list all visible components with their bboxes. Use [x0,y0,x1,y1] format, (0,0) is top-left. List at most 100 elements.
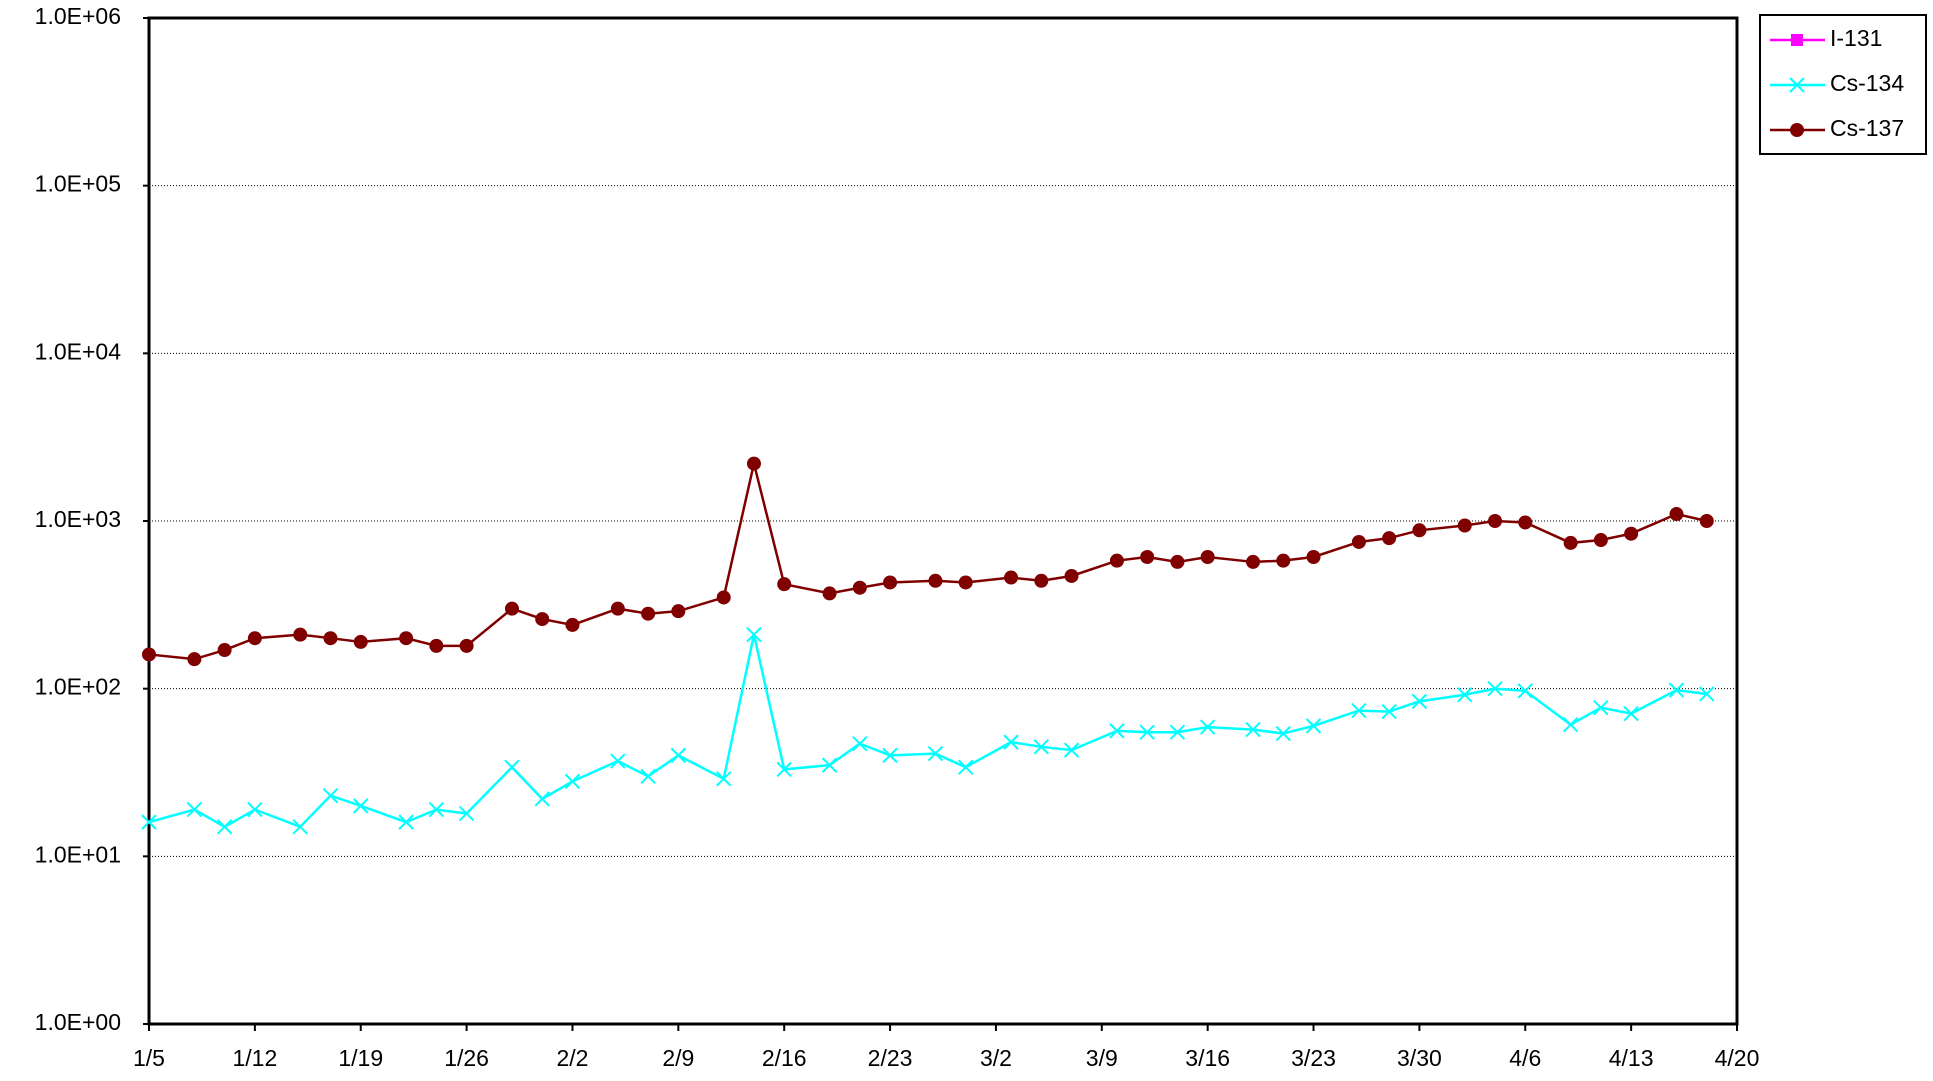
marker [1412,523,1427,538]
marker [610,601,625,616]
x-tick-label: 3/2 [980,1045,1012,1071]
marker [293,627,308,642]
legend-label: Cs-137 [1830,115,1904,141]
marker [928,573,943,588]
plot-frame [147,16,1739,1026]
marker [535,612,550,627]
marker [1199,719,1216,735]
marker [353,798,369,814]
marker [957,759,974,775]
marker [458,805,475,822]
marker [1200,549,1215,564]
marker [217,643,232,658]
marker [852,735,868,752]
marker [1488,514,1503,528]
marker [822,586,837,601]
marker [353,634,368,649]
marker [216,819,233,835]
marker [776,761,792,778]
marker [1033,739,1050,755]
marker [1699,514,1714,528]
marker [141,814,157,830]
marker [1245,721,1261,738]
marker [399,631,414,646]
x-tick-label: 3/30 [1397,1045,1442,1071]
marker [1305,718,1322,734]
x-tick-label: 3/23 [1291,1045,1336,1071]
marker [1563,535,1578,550]
marker [1669,507,1684,522]
x-tick-label: 4/6 [1509,1045,1541,1071]
marker [1109,553,1124,568]
marker [1063,742,1080,758]
x-tick-label: 2/23 [868,1045,913,1071]
marker [1382,531,1397,546]
marker [1624,526,1639,541]
marker [715,771,732,787]
marker [1791,34,1803,46]
marker [1593,699,1609,716]
marker [1790,123,1804,137]
marker [641,606,656,621]
marker [1306,549,1321,564]
y-tick-label: 1.0E+02 [35,674,121,700]
marker [927,745,944,762]
marker [1064,568,1079,583]
x-tick-label: 3/16 [1185,1045,1230,1071]
marker [1351,702,1367,719]
marker [1518,515,1533,530]
marker [1109,723,1125,739]
marker [1004,570,1019,585]
marker [565,617,580,632]
marker [1170,554,1185,569]
marker [1140,549,1155,564]
legend-label: I-131 [1830,25,1882,51]
marker [428,801,445,818]
marker [746,626,762,643]
marker [882,747,898,764]
x-tick-label: 2/9 [662,1045,694,1071]
marker [883,575,898,590]
marker [1034,573,1049,588]
marker [1381,703,1397,720]
marker [1699,686,1715,702]
marker [459,638,474,653]
marker [1668,682,1685,698]
marker [142,647,156,662]
marker [1411,693,1428,710]
marker [1487,680,1503,697]
marker [534,791,550,807]
x-tick-label: 2/2 [556,1045,588,1071]
x-tick-label: 1/5 [133,1045,165,1071]
y-tick-label: 1.0E+04 [35,338,122,364]
marker [1457,687,1473,703]
marker [1562,716,1579,733]
x-tick-label: 1/26 [444,1045,489,1071]
x-tick-label: 1/19 [338,1045,383,1071]
x-tick-label: 2/16 [762,1045,807,1071]
marker [1275,725,1291,742]
marker [1276,553,1291,568]
x-tick-label: 3/9 [1086,1045,1118,1071]
marker [777,577,792,592]
marker [1623,705,1639,722]
y-tick-label: 1.0E+06 [35,3,121,29]
marker [292,819,308,835]
y-tick-label: 1.0E+05 [35,171,121,197]
marker [958,575,973,590]
x-tick-label: 4/13 [1609,1045,1654,1071]
marker [1246,554,1261,569]
y-tick-label: 1.0E+01 [35,841,121,867]
marker [746,456,761,471]
marker [1457,518,1472,533]
marker [670,747,687,764]
marker [1139,724,1155,740]
marker [323,631,338,646]
marker [247,801,263,818]
y-tick-label: 1.0E+03 [35,506,121,532]
marker [716,590,731,605]
marker [640,768,656,785]
x-tick-label: 4/20 [1715,1045,1760,1071]
